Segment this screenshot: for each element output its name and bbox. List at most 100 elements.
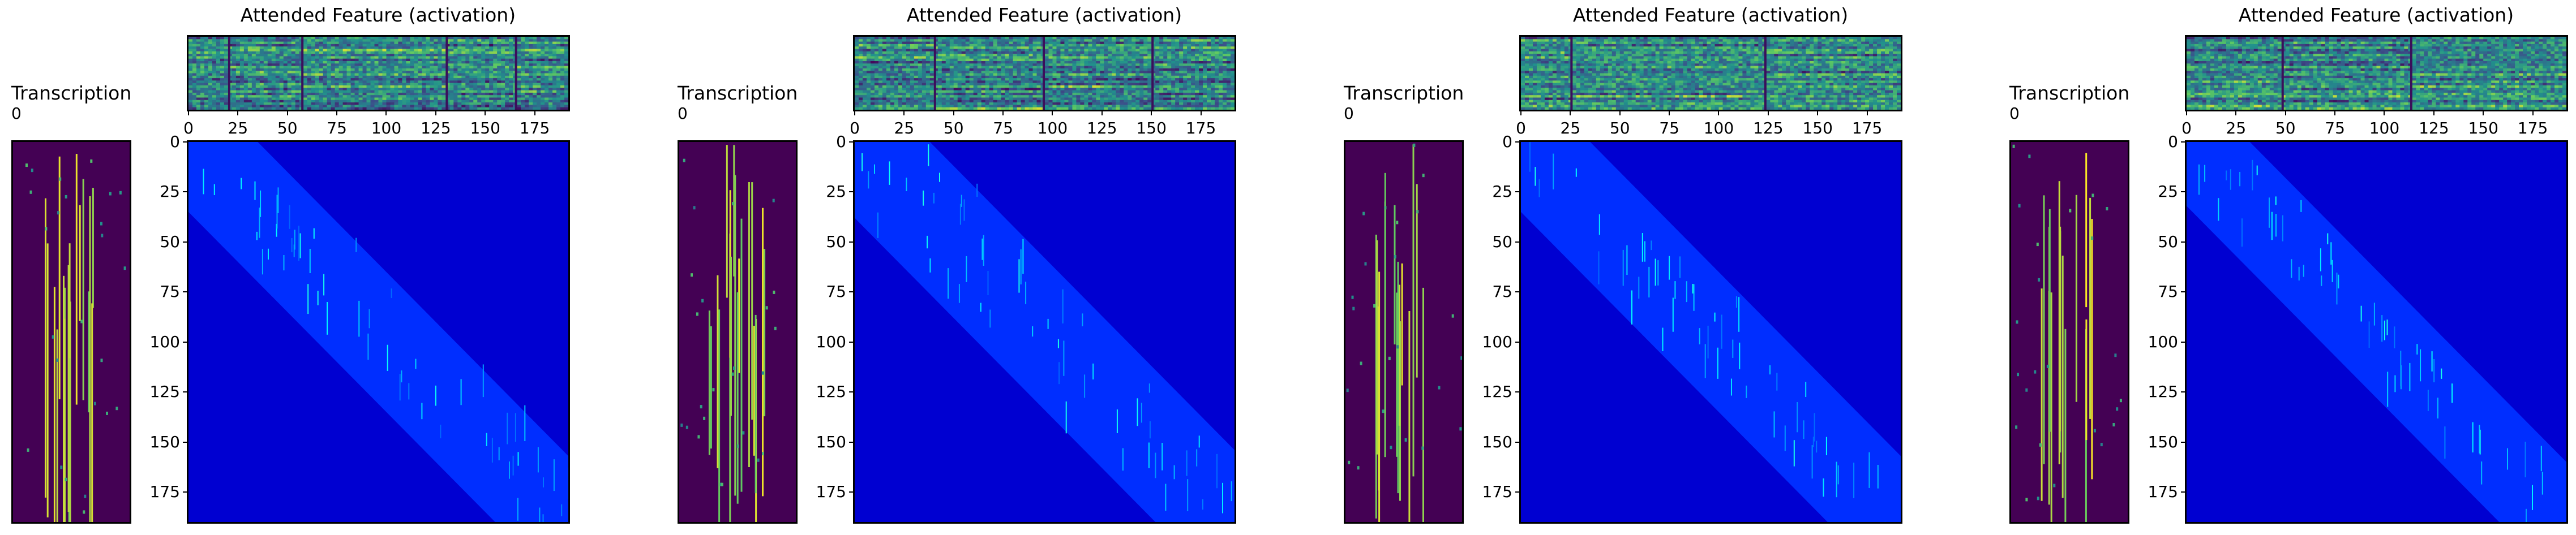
feature-cell: [398, 44, 403, 47]
feature-cell: [1044, 83, 1049, 86]
feature-cell: [1044, 56, 1049, 59]
feature-cell: [243, 51, 248, 54]
transcription-ytick-label: 0: [11, 104, 22, 123]
feature-cell: [497, 80, 502, 84]
feature-cell: [1108, 61, 1112, 64]
feature-cell: [338, 58, 344, 62]
feature-cell: [552, 92, 557, 96]
feature-cell: [533, 92, 537, 96]
feature-cell: [1013, 61, 1018, 64]
feature-cell: [251, 58, 256, 62]
feature-cell: [953, 71, 958, 74]
feature-cell: [398, 68, 403, 71]
feature-cell: [1025, 56, 1030, 59]
feature-cell: [855, 83, 859, 86]
feature-cell: [525, 63, 529, 67]
feature-cell: [493, 61, 498, 64]
feature-cell: [481, 85, 486, 88]
feature-cell: [196, 95, 201, 98]
feature-cell: [295, 66, 300, 69]
feature-cell: [1183, 41, 1188, 45]
feature-cell: [457, 75, 462, 79]
feature-cell: [307, 90, 312, 93]
feature-cell: [319, 41, 324, 45]
feature-cell: [878, 39, 883, 42]
feature-cell: [957, 51, 962, 54]
feature-cell: [271, 49, 276, 52]
feature-cell: [311, 61, 316, 64]
feature-cell: [1219, 71, 1223, 74]
feature-cell: [545, 37, 549, 40]
feature-cell: [275, 95, 280, 98]
feature-cell: [350, 51, 355, 54]
feature-cell: [1183, 56, 1188, 59]
feature-cell: [346, 68, 352, 71]
feature-cell: [1191, 75, 1195, 79]
feature-cell: [402, 90, 407, 93]
feature-cell: [319, 39, 324, 42]
feature-cell: [346, 88, 352, 91]
feature-cell: [529, 66, 533, 69]
feature-cell: [188, 51, 193, 54]
feature-cell: [271, 90, 276, 93]
feature-cell: [243, 85, 248, 88]
feature-cell: [323, 66, 328, 69]
feature-cell: [505, 88, 509, 91]
feature-cell: [894, 85, 899, 88]
feature-cell: [910, 61, 915, 64]
feature-cell: [533, 49, 537, 52]
feature-cell: [485, 88, 490, 91]
feature-cell: [1084, 75, 1088, 79]
feature-cell: [208, 58, 213, 62]
feature-cell: [192, 75, 197, 79]
feature-cell: [1064, 66, 1069, 69]
feature-cell: [886, 78, 891, 81]
feature-cell: [453, 49, 458, 52]
feature-cell: [529, 88, 533, 91]
feature-cell: [548, 71, 553, 74]
feature-cell: [220, 107, 225, 110]
feature-cell: [1005, 78, 1010, 81]
feature-cell: [545, 49, 549, 52]
feature-cell: [874, 71, 879, 74]
feature-cell: [346, 44, 352, 47]
feature-cell: [358, 95, 363, 98]
feature-cell: [263, 39, 268, 42]
feature-cell: [910, 71, 915, 74]
feature-cell: [1052, 63, 1057, 67]
feature-cell: [1159, 63, 1164, 67]
feature-cell: [235, 105, 241, 108]
transcription-stripe: [88, 291, 90, 413]
feature-cell: [914, 68, 919, 71]
feature-cell: [1191, 46, 1195, 50]
feature-cell: [406, 39, 411, 42]
feature-cell: [564, 41, 568, 45]
feature-cell: [319, 107, 324, 110]
feature-cell: [989, 44, 994, 47]
feature-cell: [529, 39, 533, 42]
feature-cell: [1223, 71, 1227, 74]
feature-cell: [1179, 39, 1184, 42]
feature-cell: [981, 46, 986, 50]
feature-cell: [358, 41, 363, 45]
feature-cell: [398, 95, 403, 98]
transcription-stripe: [45, 198, 46, 498]
feature-cell: [548, 78, 553, 81]
feature-cell: [418, 88, 422, 91]
feature-cell: [937, 39, 942, 42]
feature-cell: [525, 78, 529, 81]
feature-cell: [315, 37, 320, 40]
feature-cell: [1175, 63, 1180, 67]
feature-cell: [390, 46, 395, 50]
feature-cell: [521, 61, 525, 64]
feature-cell: [945, 85, 950, 88]
feature-cell: [342, 54, 348, 57]
feature-cell: [517, 85, 521, 88]
feature-cell: [370, 102, 375, 105]
feature-cell: [1064, 46, 1069, 50]
feature-cell: [537, 75, 541, 79]
feature-cell: [327, 80, 332, 84]
feature-cell: [442, 90, 446, 93]
feature-cell: [1167, 49, 1172, 52]
feature-cell: [937, 49, 942, 52]
